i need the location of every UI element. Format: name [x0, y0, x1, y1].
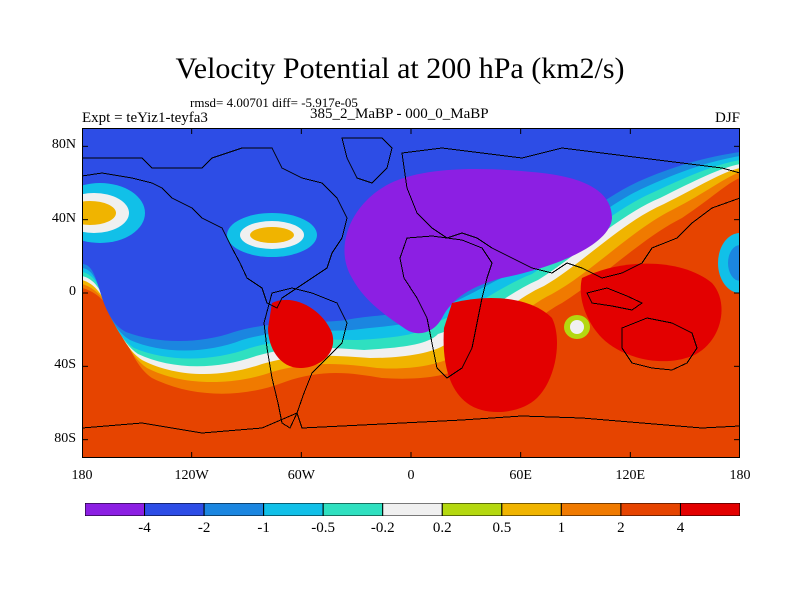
- season-label: DJF: [714, 110, 740, 126]
- colorbar-label: -2: [197, 520, 211, 536]
- field-band-purple: [344, 169, 612, 334]
- colorbar-label: 1: [557, 520, 566, 536]
- colorbar-label: -1: [257, 520, 270, 536]
- x-tick-label: 180: [729, 468, 751, 483]
- colorbar-swatch: [263, 502, 324, 517]
- x-tick-label: 180: [71, 468, 93, 483]
- y-tick-label: 0: [69, 284, 76, 299]
- colorbar-label: 0.5: [492, 520, 512, 536]
- colorbar-swatch: [501, 502, 562, 517]
- x-tick-label: 120E: [615, 468, 646, 483]
- colorbar-label: -0.2: [370, 520, 395, 536]
- coast-maritime: [586, 287, 643, 311]
- field-spot-white: [570, 320, 584, 334]
- colorbar-label: -0.5: [311, 520, 336, 536]
- colorbar-swatch: [84, 502, 146, 517]
- coast-north-america: [82, 147, 348, 309]
- x-tick-label: 60E: [509, 468, 532, 483]
- x-tick-label: 0: [407, 468, 415, 483]
- y-tick-label: 80S: [54, 430, 76, 446]
- colorbar-label: -4: [138, 520, 151, 536]
- coast-australia: [621, 317, 698, 371]
- coastlines: [82, 137, 740, 434]
- colorbar-swatch: [560, 502, 622, 517]
- map-panel: [82, 128, 740, 458]
- colorbar-label: 0.2: [432, 520, 452, 536]
- coast-greenland: [341, 137, 393, 184]
- map-title: Velocity Potential at 200 hPa (km2/s): [175, 52, 625, 85]
- x-tick-label: 120W: [174, 468, 209, 483]
- coast-africa: [399, 235, 493, 379]
- stats-line: rmsd= 4.00701 diff= -5.917e-05: [190, 95, 358, 110]
- field-band-deep-red-1: [268, 299, 334, 368]
- colorbar-swatch: [144, 502, 205, 517]
- field-lobe-orange: [250, 227, 294, 243]
- colorbar: [84, 502, 741, 517]
- colorbar-swatch: [620, 502, 681, 517]
- field-east-blue: [728, 245, 740, 281]
- field-west-orange: [82, 201, 116, 225]
- colorbar-swatch: [441, 502, 503, 517]
- colorbar-label: 2: [617, 520, 625, 536]
- coast-eurasia: [401, 147, 740, 279]
- colorbar-swatch: [382, 502, 443, 517]
- colorbar-label: 4: [676, 520, 685, 536]
- y-tick-label: 80N: [51, 137, 76, 153]
- colorbar-swatch: [322, 502, 384, 517]
- center-label: 385_2_MaBP - 000_0_MaBP: [310, 106, 489, 122]
- colorbar-swatch: [679, 502, 741, 517]
- coast-south-america: [263, 287, 348, 429]
- y-tick-label: 40S: [54, 357, 76, 373]
- x-tick-label: 60W: [287, 468, 315, 483]
- map-frame: [82, 128, 740, 458]
- experiment-label: Expt = teYiz1-teyfa3: [82, 110, 208, 126]
- field-band-deep-red-3: [580, 263, 722, 362]
- field-band-deep-red-2: [443, 298, 557, 413]
- y-tick-label: 40N: [51, 210, 76, 226]
- colorbar-swatch: [203, 502, 265, 517]
- coast-antarctica: [82, 412, 740, 434]
